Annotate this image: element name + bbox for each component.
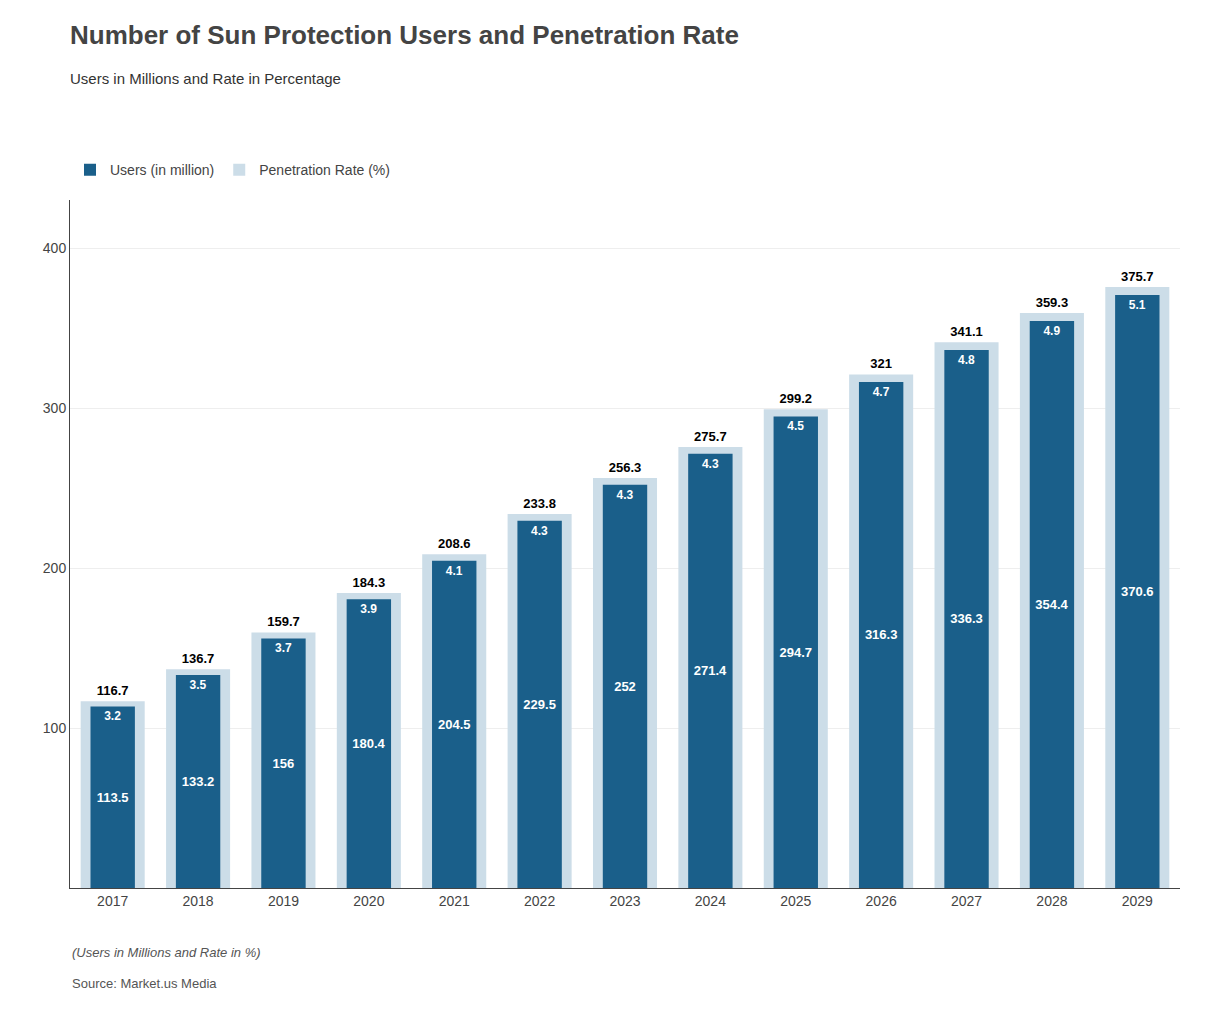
svg-text:Penetration Rate (%): Penetration Rate (%)	[259, 162, 390, 178]
svg-text:2017: 2017	[97, 893, 128, 909]
svg-text:4.7: 4.7	[873, 385, 890, 399]
svg-text:256.3: 256.3	[609, 460, 642, 475]
svg-text:2020: 2020	[353, 893, 384, 909]
svg-text:2027: 2027	[951, 893, 982, 909]
svg-text:4.3: 4.3	[616, 488, 633, 502]
svg-text:321: 321	[870, 356, 892, 371]
svg-text:5.1: 5.1	[1129, 298, 1146, 312]
svg-text:275.7: 275.7	[694, 429, 727, 444]
svg-text:156: 156	[273, 756, 295, 771]
svg-text:(Users in Millions and Rate in: (Users in Millions and Rate in %)	[72, 945, 261, 960]
svg-text:4.8: 4.8	[958, 353, 975, 367]
svg-text:2028: 2028	[1036, 893, 1067, 909]
svg-text:Users (in million): Users (in million)	[110, 162, 214, 178]
svg-text:271.4: 271.4	[694, 663, 727, 678]
svg-text:4.5: 4.5	[787, 419, 804, 433]
svg-text:136.7: 136.7	[182, 651, 215, 666]
svg-text:2023: 2023	[609, 893, 640, 909]
svg-text:300: 300	[43, 400, 67, 416]
svg-text:200: 200	[43, 560, 67, 576]
svg-text:375.7: 375.7	[1121, 269, 1154, 284]
svg-text:116.7: 116.7	[97, 683, 129, 698]
svg-text:2029: 2029	[1122, 893, 1153, 909]
svg-text:354.4: 354.4	[1035, 597, 1068, 612]
svg-text:4.3: 4.3	[531, 524, 548, 538]
svg-text:400: 400	[43, 240, 67, 256]
svg-text:3.2: 3.2	[104, 709, 121, 723]
svg-text:2025: 2025	[780, 893, 811, 909]
svg-text:2024: 2024	[695, 893, 726, 909]
svg-text:4.1: 4.1	[446, 564, 463, 578]
svg-text:229.5: 229.5	[523, 697, 556, 712]
svg-text:Number of Sun Protection Users: Number of Sun Protection Users and Penet…	[70, 20, 739, 50]
svg-text:299.2: 299.2	[779, 391, 812, 406]
svg-text:4.9: 4.9	[1043, 324, 1060, 338]
svg-text:2022: 2022	[524, 893, 555, 909]
svg-text:336.3: 336.3	[950, 611, 983, 626]
svg-text:294.7: 294.7	[779, 645, 812, 660]
svg-text:133.2: 133.2	[182, 774, 215, 789]
svg-text:159.7: 159.7	[267, 614, 300, 629]
svg-text:Source: Market.us Media: Source: Market.us Media	[72, 976, 217, 991]
svg-text:184.3: 184.3	[353, 575, 386, 590]
svg-text:2019: 2019	[268, 893, 299, 909]
svg-text:252: 252	[614, 679, 636, 694]
svg-text:2021: 2021	[439, 893, 470, 909]
svg-text:3.5: 3.5	[190, 678, 207, 692]
svg-text:3.9: 3.9	[360, 602, 377, 616]
svg-text:316.3: 316.3	[865, 627, 898, 642]
svg-text:4.3: 4.3	[702, 457, 719, 471]
svg-text:180.4: 180.4	[352, 736, 385, 751]
svg-text:113.5: 113.5	[97, 790, 129, 805]
svg-text:100: 100	[43, 720, 67, 736]
svg-text:2026: 2026	[866, 893, 897, 909]
svg-text:2018: 2018	[183, 893, 214, 909]
svg-text:204.5: 204.5	[438, 717, 471, 732]
svg-text:233.8: 233.8	[523, 496, 556, 511]
svg-text:3.7: 3.7	[275, 641, 292, 655]
svg-text:370.6: 370.6	[1121, 584, 1154, 599]
svg-text:359.3: 359.3	[1036, 295, 1069, 310]
svg-text:341.1: 341.1	[950, 324, 983, 339]
svg-text:Users in Millions and Rate in: Users in Millions and Rate in Percentage	[70, 70, 341, 87]
svg-text:208.6: 208.6	[438, 536, 471, 551]
